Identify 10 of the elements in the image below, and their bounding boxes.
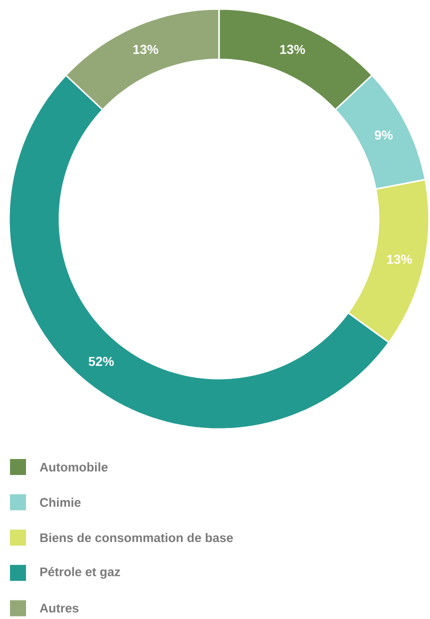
data-label: 13%	[280, 44, 306, 54]
data-label: 13%	[387, 254, 412, 264]
legend-label: Autres	[40, 604, 79, 613]
legend-label: Automobile	[40, 462, 108, 472]
data-label: 9%	[374, 130, 393, 140]
data-label: 13%	[134, 44, 158, 54]
legend-label: Biens de consommation de base	[40, 533, 233, 542]
legend-label: Chimie	[40, 498, 81, 507]
data-label: 52%	[88, 356, 114, 366]
legend-label: Pétrole et gaz	[40, 567, 120, 579]
